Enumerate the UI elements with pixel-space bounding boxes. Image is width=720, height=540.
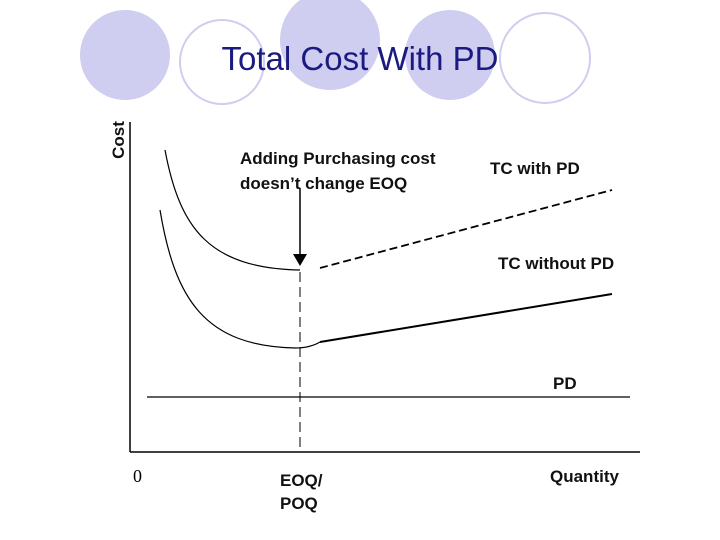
decor-circle [80, 10, 170, 100]
decor-circle [499, 12, 591, 104]
tc-without-pd-curve [159, 209, 321, 349]
y-axis-label: Cost [109, 121, 128, 159]
note: Adding Purchasing cost [240, 149, 436, 168]
note: doesn’t change EOQ [240, 174, 407, 193]
decor-circle [405, 10, 495, 100]
title: Total Cost With PD [222, 40, 499, 77]
tc-with-pd-line [319, 189, 613, 269]
eoq-label: EOQ/ [280, 471, 323, 490]
tc-without-pd-line [319, 293, 613, 343]
curve-label: TC without PD [498, 254, 614, 273]
eoq-label: POQ [280, 494, 318, 513]
tc-with-pd-curve [164, 149, 301, 271]
origin-label: 0 [133, 466, 142, 486]
decor-circle [280, 0, 380, 90]
decor [80, 0, 591, 105]
curve-label: PD [553, 374, 577, 393]
arrow-head [293, 254, 307, 266]
decor-circle [179, 19, 265, 105]
x-axis-label: Quantity [550, 467, 619, 486]
curve-label: TC with PD [490, 159, 580, 178]
